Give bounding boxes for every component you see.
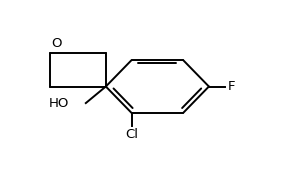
- Text: O: O: [51, 37, 62, 50]
- Text: Cl: Cl: [125, 128, 138, 141]
- Text: F: F: [227, 80, 235, 93]
- Text: HO: HO: [49, 97, 70, 111]
